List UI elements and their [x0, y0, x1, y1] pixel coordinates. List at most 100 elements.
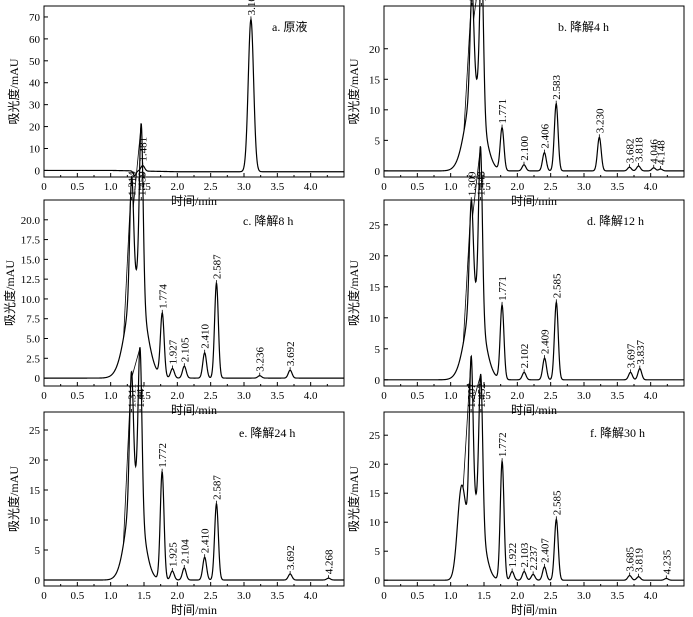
y-tick-label: 17.5 — [21, 235, 41, 247]
integration-line — [132, 123, 142, 208]
peak-label: 2.105 — [179, 337, 191, 362]
x-tick-label: 0 — [381, 181, 387, 193]
x-tick-label: 3.5 — [610, 181, 624, 193]
chromatogram-line — [384, 146, 684, 381]
y-tick-label: 15.0 — [21, 254, 41, 266]
integration-line — [462, 200, 472, 344]
peak-label: 1.309 — [466, 171, 478, 196]
y-axis-label: 吸光度/mAU — [346, 260, 361, 326]
y-tick-label: 25 — [369, 430, 381, 442]
y-axis-label: 吸光度/mAU — [346, 58, 361, 124]
y-tick-label: 7.5 — [26, 314, 40, 326]
y-axis-label: 吸光度/mAU — [346, 466, 361, 532]
peak-label: 2.583 — [551, 74, 563, 99]
integration-line — [131, 347, 141, 377]
plot-frame — [43, 411, 345, 587]
y-tick-label: 5 — [375, 546, 381, 558]
x-tick-label: 0 — [381, 590, 387, 602]
x-axis-label: 时间/min — [171, 603, 217, 617]
y-tick-label: 0 — [35, 575, 41, 587]
y-tick-label: 70 — [29, 12, 41, 24]
x-tick-label: 4.0 — [304, 590, 318, 602]
integration-line — [123, 371, 132, 545]
peak-label: 4.148 — [656, 140, 668, 165]
x-tick-label: 3.0 — [237, 590, 251, 602]
x-tick-label: 3.5 — [270, 181, 284, 193]
peak-label: 2.587 — [211, 254, 223, 279]
peak-label: 1.319 — [467, 0, 479, 2]
x-tick-label: 1.5 — [137, 390, 151, 402]
x-tick-label: 0 — [41, 181, 47, 193]
x-tick-label: 0.5 — [410, 390, 424, 402]
peak-label: 1.925 — [167, 542, 179, 567]
peak-label: 1.772 — [157, 443, 169, 468]
x-tick-label: 4.0 — [644, 590, 658, 602]
y-tick-label: 0 — [35, 165, 41, 177]
y-tick-label: 25 — [29, 425, 41, 437]
peak-label: 4.235 — [661, 549, 673, 574]
y-tick-label: 10 — [29, 515, 41, 527]
y-tick-label: 15 — [369, 282, 381, 294]
y-tick-label: 20 — [369, 44, 381, 56]
panel-title: b. 降解4 h — [558, 20, 609, 34]
x-tick-label: 1.5 — [137, 590, 151, 602]
x-tick-label: 2.5 — [204, 590, 218, 602]
chromatogram-line — [44, 123, 344, 379]
x-tick-label: 1.0 — [444, 390, 458, 402]
y-tick-label: 5.0 — [26, 334, 40, 346]
peak-label: 2.587 — [211, 475, 223, 500]
panel-title: f. 降解30 h — [590, 426, 645, 440]
peak-label: 4.046 — [649, 139, 661, 164]
y-tick-label: 30 — [29, 100, 41, 112]
integration-line — [123, 176, 132, 338]
x-tick-label: 3.5 — [270, 590, 284, 602]
chart-panel-3: 0 0.5 1.0 1.5 2.0 2.5 3.0 3.5 4.0 0 2.5 5.0 7.5 10.0 1… — [2, 123, 345, 417]
peak-label: 2.103 — [519, 542, 531, 567]
peak-label: 1.314 — [127, 171, 139, 196]
peak-label: 2.237 — [528, 545, 540, 570]
peak-label: 1.452 — [476, 383, 488, 408]
y-tick-label: 25 — [369, 220, 381, 232]
x-tick-label: 2.5 — [544, 390, 558, 402]
x-tick-label: 1.0 — [444, 181, 458, 193]
x-tick-label: 4.0 — [644, 390, 658, 402]
y-tick-label: 20 — [369, 459, 381, 471]
chromatogram-line — [44, 347, 344, 581]
peak-label: 3.236 — [255, 346, 267, 371]
chromatogram-line — [44, 17, 344, 177]
y-tick-label: 5 — [375, 135, 381, 147]
x-tick-label: 0.5 — [70, 590, 84, 602]
x-tick-label: 0.5 — [70, 181, 84, 193]
peak-label: 1.771 — [497, 99, 509, 124]
x-tick-label: 3.5 — [610, 590, 624, 602]
peak-label: 1.772 — [497, 432, 509, 457]
x-tick-label: 1.0 — [104, 181, 118, 193]
y-tick-label: 10.0 — [21, 294, 41, 306]
y-tick-label: 15 — [369, 488, 381, 500]
integration-line — [473, 0, 477, 20]
y-tick-label: 10 — [29, 144, 41, 156]
y-tick-label: 50 — [29, 56, 41, 68]
peak-label: 3.692 — [285, 545, 297, 570]
x-tick-label: 0 — [381, 390, 387, 402]
x-tick-label: 2.5 — [544, 181, 558, 193]
x-axis-label: 时间/min — [171, 194, 217, 208]
x-tick-label: 3.0 — [577, 590, 591, 602]
chart-panel-4: 0 0.5 1.0 1.5 2.0 2.5 3.0 3.5 4.0 0 5 10 15 20 25 时间/mi… — [346, 146, 685, 417]
integration-line — [472, 374, 482, 404]
integration-line — [472, 146, 481, 217]
integration-line — [463, 0, 472, 132]
y-tick-label: 0 — [375, 575, 381, 587]
peak-label: 1.774 — [157, 284, 169, 309]
x-tick-label: 1.5 — [477, 181, 491, 193]
peak-label: 3.682 — [624, 138, 636, 163]
x-tick-label: 2.5 — [204, 181, 218, 193]
peak-label: 3.685 — [625, 546, 637, 571]
peak-label: 2.410 — [200, 528, 212, 553]
x-tick-label: 1.0 — [104, 390, 118, 402]
peak-label: 3.819 — [634, 547, 646, 572]
peak-label: 1.307 — [466, 383, 478, 408]
peak-label: 1.311 — [126, 384, 138, 408]
peak-label: 2.100 — [519, 136, 531, 161]
y-tick-label: 0 — [375, 166, 381, 178]
